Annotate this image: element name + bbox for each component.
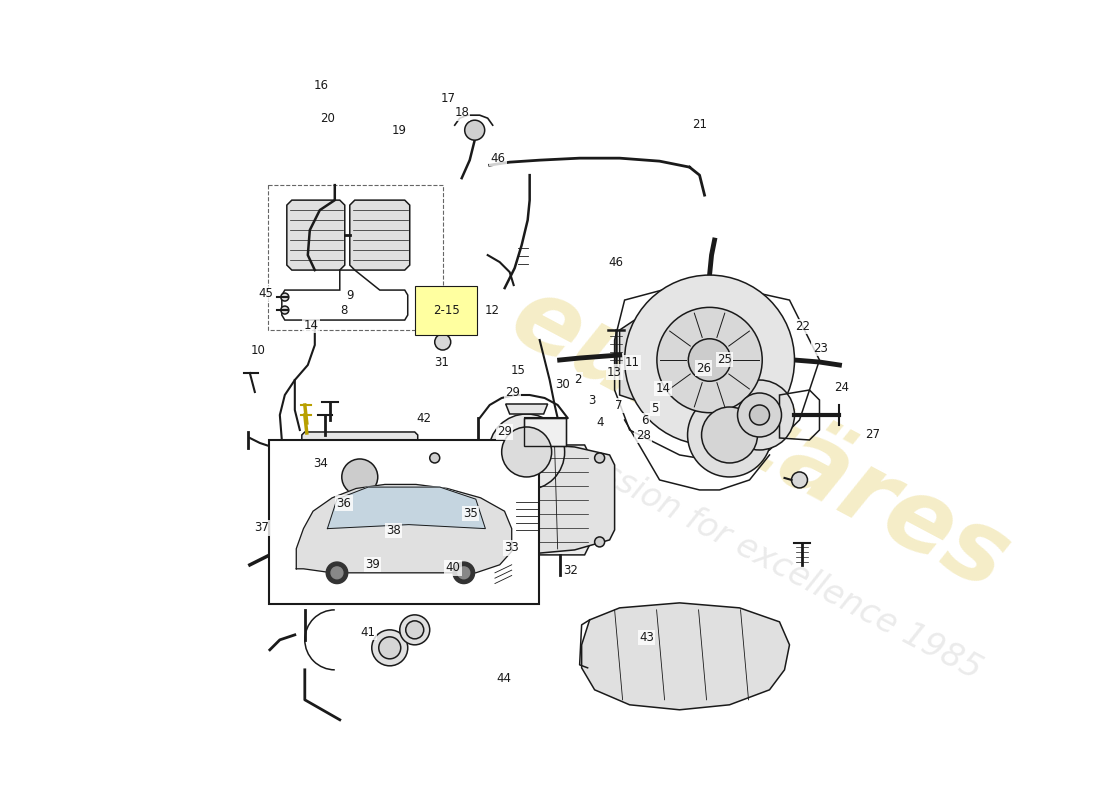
Text: 11: 11 [625, 356, 639, 369]
Text: 34: 34 [314, 458, 329, 470]
Circle shape [378, 637, 400, 659]
Text: 2-15: 2-15 [433, 304, 460, 317]
Circle shape [792, 472, 807, 488]
Text: 30: 30 [556, 378, 570, 391]
Text: 18: 18 [454, 106, 469, 119]
Circle shape [458, 567, 470, 578]
Polygon shape [619, 320, 635, 400]
Text: 31: 31 [434, 356, 450, 369]
Circle shape [657, 307, 762, 413]
Bar [524, 418, 565, 446]
Circle shape [749, 405, 770, 425]
Text: 22: 22 [795, 320, 810, 333]
Text: 7: 7 [615, 399, 623, 412]
Circle shape [688, 393, 771, 477]
Text: 12: 12 [485, 304, 501, 317]
Text: 35: 35 [463, 507, 477, 520]
Circle shape [453, 562, 474, 583]
Text: 29: 29 [505, 386, 520, 398]
Text: 25: 25 [717, 353, 732, 366]
Text: 37: 37 [254, 522, 270, 534]
Text: 15: 15 [510, 364, 525, 377]
Polygon shape [350, 200, 409, 270]
Polygon shape [506, 404, 548, 414]
Circle shape [372, 630, 408, 666]
Circle shape [464, 120, 485, 140]
Text: 23: 23 [813, 342, 827, 354]
Circle shape [280, 293, 289, 301]
Text: 4: 4 [596, 416, 604, 429]
Circle shape [327, 562, 348, 583]
Text: a passion for excellence 1985: a passion for excellence 1985 [531, 423, 988, 686]
Text: 42: 42 [417, 412, 432, 425]
Text: 29: 29 [497, 426, 513, 438]
Text: 2: 2 [574, 373, 582, 386]
Polygon shape [582, 603, 790, 710]
Text: 8: 8 [340, 304, 348, 317]
Text: 33: 33 [504, 542, 518, 554]
Bar [270, 440, 539, 604]
Text: 19: 19 [392, 124, 407, 137]
Text: 40: 40 [446, 562, 460, 574]
Circle shape [595, 453, 605, 463]
Text: 28: 28 [636, 429, 650, 442]
Text: 32: 32 [563, 564, 578, 577]
Text: 27: 27 [866, 428, 880, 441]
Circle shape [399, 615, 430, 645]
Text: 1: 1 [433, 307, 441, 320]
Circle shape [502, 427, 551, 477]
Circle shape [430, 537, 440, 547]
Text: 39: 39 [365, 558, 381, 571]
Text: 5: 5 [651, 402, 659, 415]
Text: eurotäres: eurotäres [494, 268, 1025, 612]
Text: 14: 14 [656, 382, 670, 395]
Polygon shape [287, 200, 344, 270]
Polygon shape [328, 487, 485, 529]
Circle shape [331, 567, 343, 578]
Circle shape [625, 275, 794, 445]
Circle shape [342, 459, 377, 495]
Text: 46: 46 [608, 256, 623, 269]
Text: 16: 16 [314, 78, 329, 91]
Circle shape [280, 306, 289, 314]
Text: 9: 9 [345, 289, 353, 302]
Polygon shape [420, 445, 590, 555]
Circle shape [488, 414, 564, 490]
Text: 10: 10 [251, 344, 266, 357]
Text: 46: 46 [491, 152, 506, 165]
Text: 44: 44 [496, 672, 512, 685]
Text: 17: 17 [441, 92, 456, 105]
Text: 21: 21 [692, 118, 706, 130]
Circle shape [702, 407, 758, 463]
Circle shape [430, 453, 440, 463]
Circle shape [737, 393, 781, 437]
Text: 20: 20 [320, 112, 336, 125]
Text: 41: 41 [361, 626, 376, 639]
Text: 43: 43 [639, 631, 653, 644]
Polygon shape [296, 485, 512, 573]
Text: 24: 24 [835, 381, 849, 394]
Text: 26: 26 [696, 362, 711, 374]
Circle shape [434, 334, 451, 350]
Text: 38: 38 [386, 524, 400, 537]
Circle shape [595, 537, 605, 547]
Circle shape [328, 445, 392, 509]
Text: 6: 6 [641, 414, 649, 427]
Text: 45: 45 [258, 287, 274, 300]
Text: 3: 3 [587, 394, 595, 406]
Bar [267, 185, 442, 330]
Text: 14: 14 [304, 319, 319, 332]
Circle shape [406, 621, 424, 639]
Text: 13: 13 [607, 366, 621, 378]
Polygon shape [301, 432, 418, 522]
Bar [524, 418, 565, 446]
Circle shape [725, 380, 794, 450]
Polygon shape [409, 442, 615, 556]
Circle shape [689, 338, 730, 382]
Text: 36: 36 [337, 497, 352, 510]
